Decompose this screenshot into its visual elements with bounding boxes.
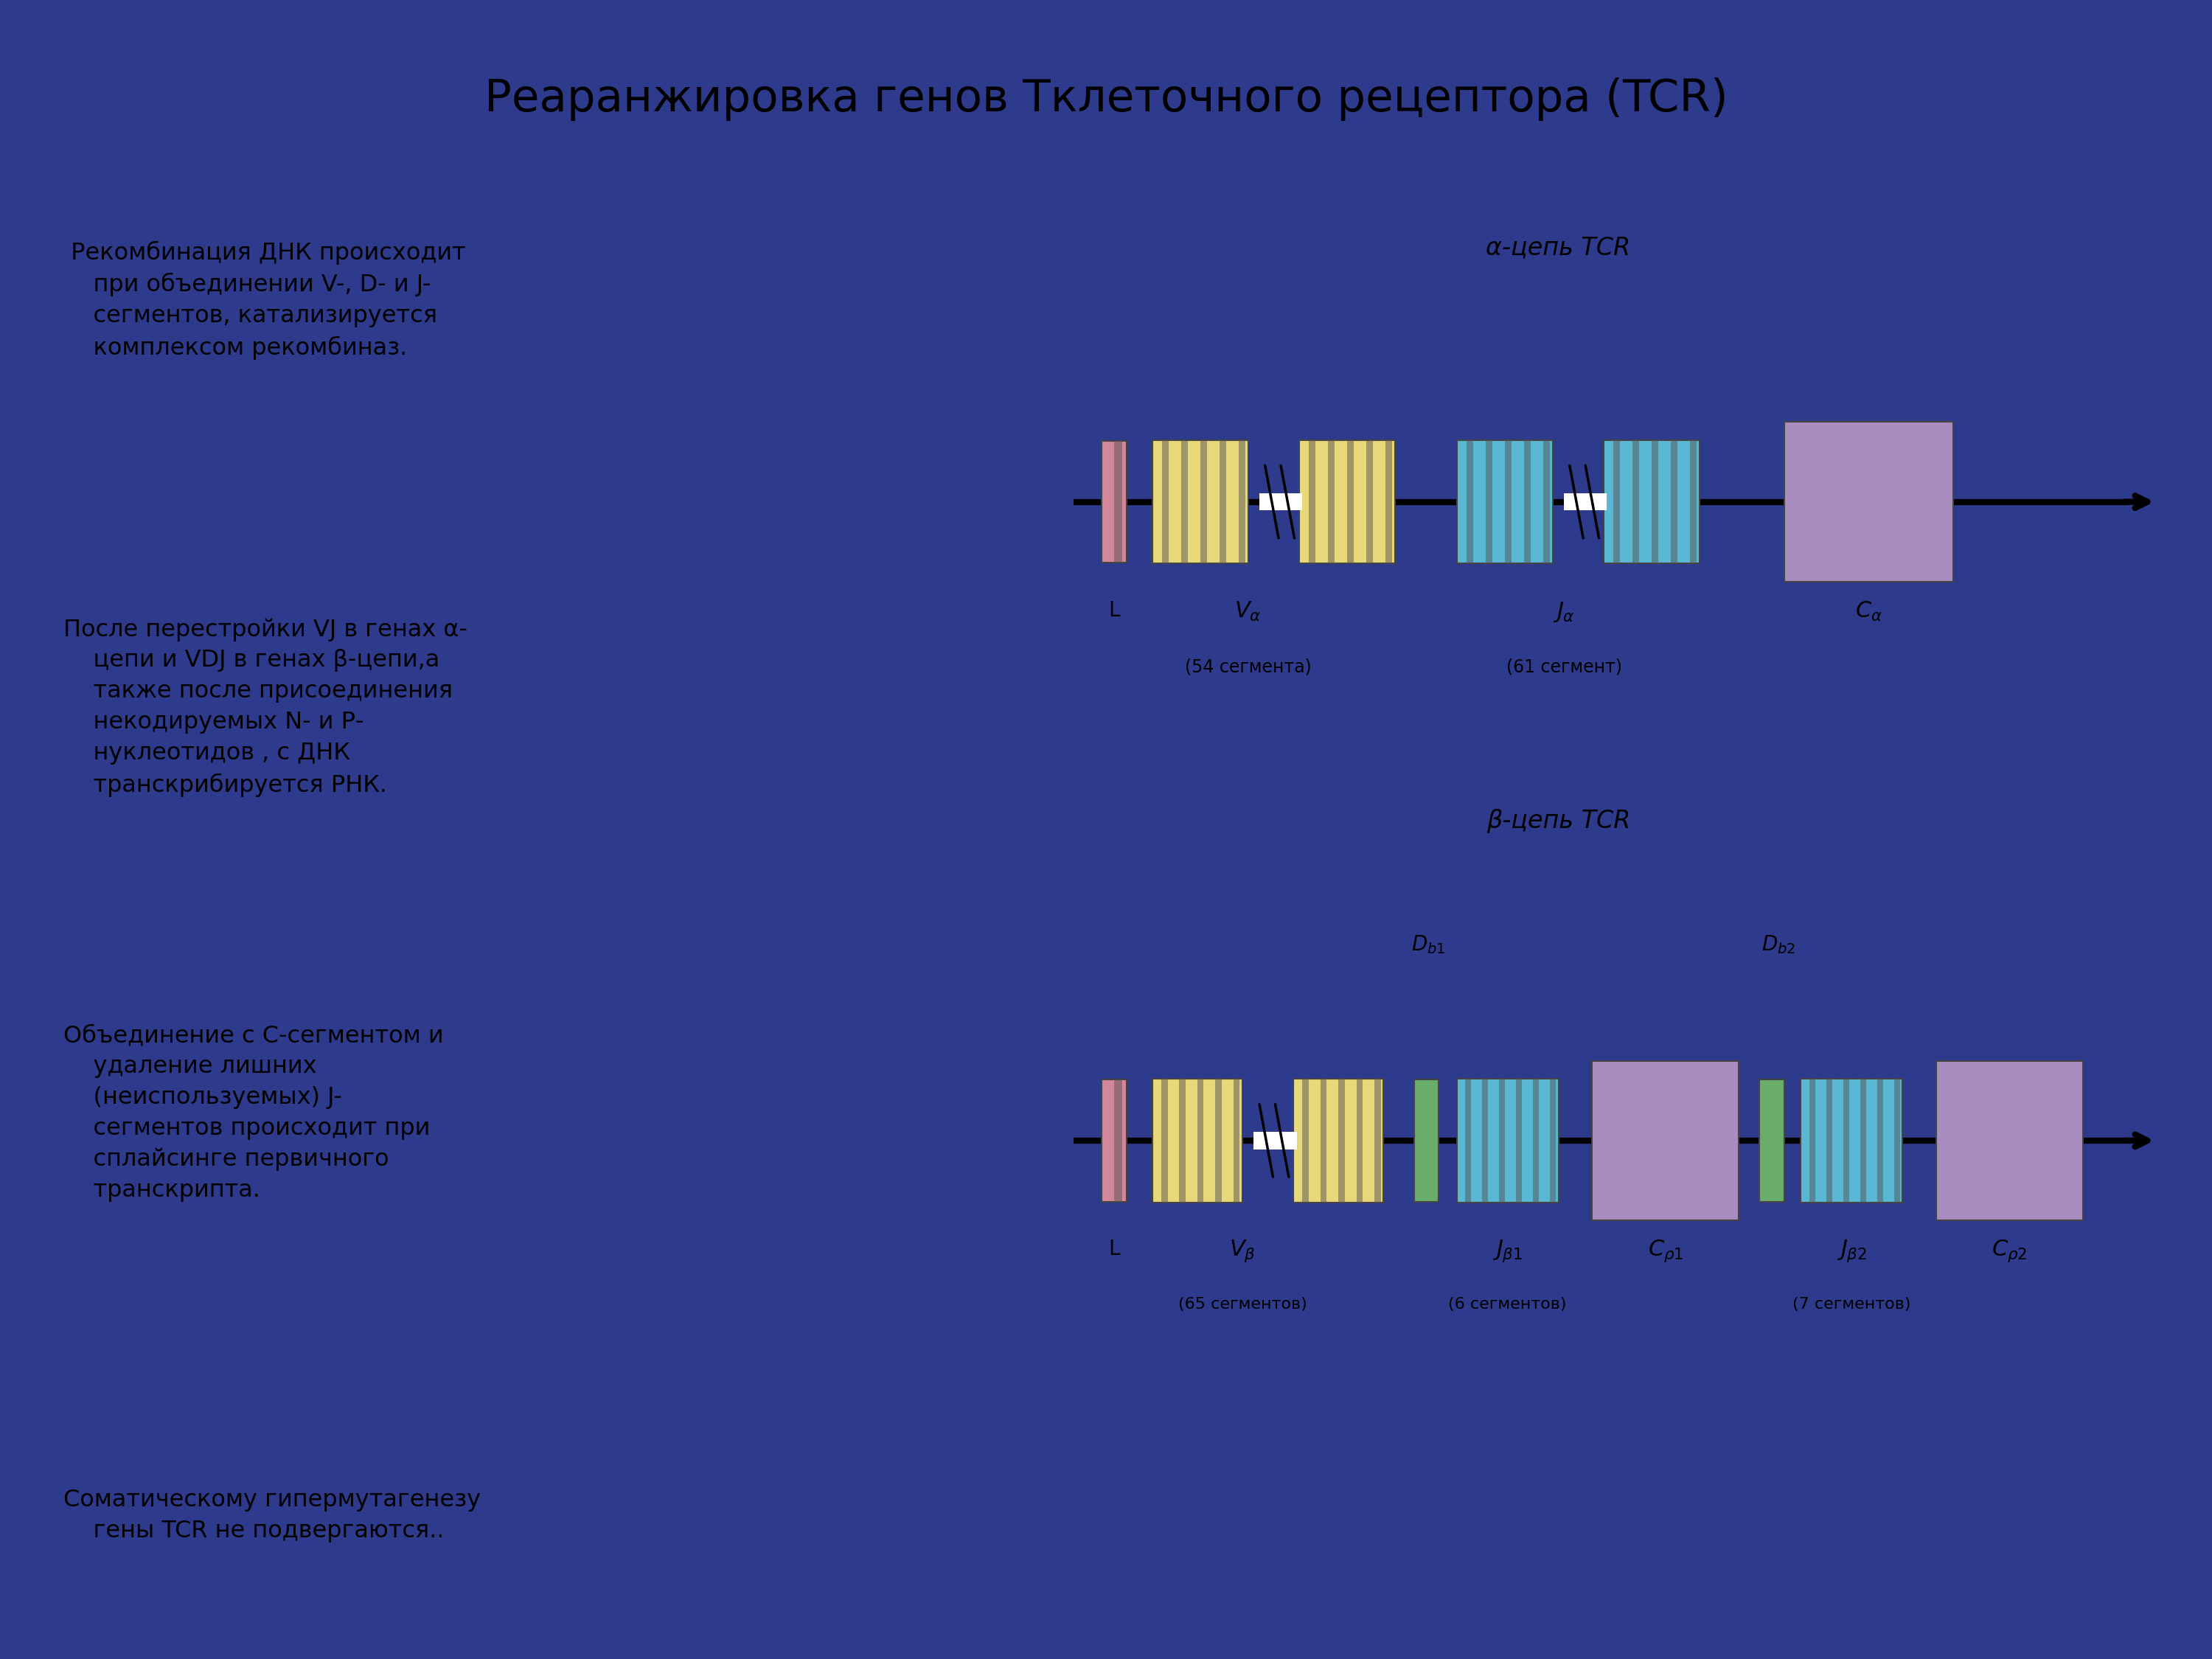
Bar [1327,440,1334,564]
Bar [1935,1060,2084,1221]
Bar [1321,1078,1327,1203]
Text: $V_{\beta}$: $V_{\beta}$ [1230,1239,1256,1264]
Bar [1458,440,1553,564]
Text: (6 сегментов): (6 сегментов) [1449,1297,1566,1311]
Bar [1652,440,1659,564]
Bar [1878,1078,1882,1203]
Bar [1759,1080,1783,1201]
Text: Соматическому гипермутагенезу
    гены TCR не подвергаются..: Соматическому гипермутагенезу гены TCR н… [64,1490,480,1543]
Bar [1115,1080,1121,1201]
Bar [1613,440,1619,564]
Bar [1467,440,1473,564]
Text: (61 сегмент): (61 сегмент) [1506,659,1621,675]
Bar [1515,1078,1522,1203]
Bar [1197,1078,1203,1203]
Bar [1385,440,1391,564]
Text: $J_{\alpha}$: $J_{\alpha}$ [1553,601,1575,624]
Bar [1367,440,1374,564]
Text: α-цепь TCR: α-цепь TCR [1486,236,1630,260]
Bar [1533,1078,1540,1203]
Text: $D_{b1}$: $D_{b1}$ [1411,934,1447,956]
Bar [1152,440,1248,564]
Bar [1201,440,1208,564]
Text: $C_{\rho 1}$: $C_{\rho 1}$ [1648,1239,1683,1264]
Text: (7 сегментов): (7 сегментов) [1792,1297,1911,1311]
Bar [1102,1080,1126,1201]
Bar [1670,440,1677,564]
Bar [1544,440,1551,564]
Bar [1486,440,1493,564]
Text: L: L [1108,601,1119,620]
Bar [1500,1078,1504,1203]
Text: (54 сегмента): (54 сегмента) [1186,659,1312,675]
Bar [1604,440,1699,564]
Bar [1239,440,1245,564]
Bar [1259,493,1303,511]
Text: (65 сегментов): (65 сегментов) [1179,1297,1307,1311]
Bar [1152,1078,1243,1203]
Text: После перестройки VJ в генах α-
    цепи и VDJ в генах β-цепи,а
    также после : После перестройки VJ в генах α- цепи и V… [64,617,467,796]
Bar [1161,440,1168,564]
Bar [1294,1078,1382,1203]
Text: Рекомбинация ДНК происходит
    при объединении V-, D- и J-
    сегментов, катал: Рекомбинация ДНК происходит при объедине… [64,241,467,360]
Bar [1115,441,1121,562]
Text: $C_{\alpha}$: $C_{\alpha}$ [1856,601,1882,622]
Bar [1504,440,1511,564]
Bar [1374,1078,1380,1203]
Text: $C_{\rho 2}$: $C_{\rho 2}$ [1991,1239,2028,1264]
Bar [1254,1131,1296,1150]
Bar [1783,421,1953,582]
Bar [1860,1078,1867,1203]
Bar [1161,1078,1168,1203]
Bar [1690,440,1697,564]
Text: $J_{\beta 1}$: $J_{\beta 1}$ [1493,1239,1522,1264]
Bar [1310,440,1316,564]
Bar [1413,1080,1438,1201]
Text: β-цепь TCR: β-цепь TCR [1486,810,1630,833]
Bar [1303,1078,1310,1203]
Bar [1809,1078,1816,1203]
Bar [1458,1078,1557,1203]
Text: $J_{\beta 2}$: $J_{\beta 2}$ [1836,1239,1867,1264]
Bar [1181,440,1188,564]
Bar [1219,440,1225,564]
Text: $V_{\alpha}$: $V_{\alpha}$ [1234,601,1261,622]
Bar [1482,1078,1489,1203]
Text: Реаранжировка генов Тклеточного рецептора (TCR): Реаранжировка генов Тклеточного рецептор… [484,78,1728,121]
Bar [1843,1078,1849,1203]
Bar [1102,441,1126,562]
Bar [1524,440,1531,564]
Bar [1179,1078,1186,1203]
Text: Объединение с С-сегментом и
    удаление лишних
    (неиспользуемых) J-
    сегм: Объединение с С-сегментом и удаление лиш… [64,1024,445,1201]
Bar [1338,1078,1345,1203]
Bar [1464,1078,1471,1203]
Bar [1356,1078,1363,1203]
Bar [1593,1060,1739,1221]
Bar [1827,1078,1832,1203]
Bar [1347,440,1354,564]
Bar [1801,1078,1902,1203]
Bar [1564,493,1606,511]
Bar [1893,1078,1900,1203]
Bar [1298,440,1396,564]
Bar [1632,440,1639,564]
Bar [1214,1078,1221,1203]
Bar [1234,1078,1239,1203]
Text: $D_{b2}$: $D_{b2}$ [1761,934,1796,956]
Bar [1551,1078,1555,1203]
Text: L: L [1108,1239,1119,1259]
